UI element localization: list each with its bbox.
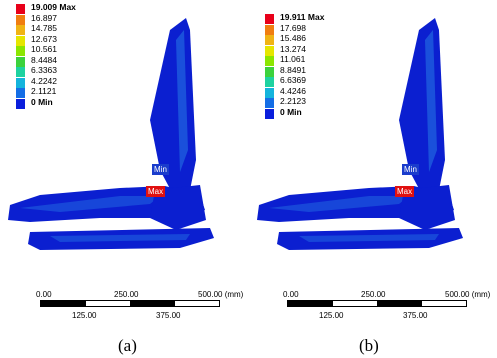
legend-max-label: 19.911 Max bbox=[280, 12, 325, 22]
probe-min-tag: Min bbox=[152, 164, 169, 175]
legend-level-label: 2.2123 bbox=[280, 96, 306, 106]
scale-bar: 0.00 250.00 500.00 (mm) 125.00 375.00 bbox=[283, 290, 493, 330]
panel-b: 19.911 Max 17.698 15.486 13.274 11.061 8… bbox=[249, 0, 497, 358]
legend-swatch bbox=[265, 56, 274, 66]
scale-bar-segments bbox=[40, 300, 220, 307]
legend-level-label: 8.8491 bbox=[280, 64, 306, 75]
scale-tick-label: 375.00 bbox=[156, 311, 181, 320]
probe-min-tag: Min bbox=[402, 164, 419, 175]
legend-swatch bbox=[265, 14, 274, 24]
legend-level-label: 16.897 bbox=[31, 12, 57, 23]
scale-bar-segments bbox=[287, 300, 467, 307]
legend-level-label: 17.698 bbox=[280, 22, 306, 33]
scale-tick-label: 0.00 bbox=[36, 290, 52, 299]
legend-max-label: 19.009 Max bbox=[31, 2, 76, 12]
legend-level-label: 6.3363 bbox=[31, 65, 57, 75]
legend-swatch bbox=[16, 56, 25, 67]
scale-tick-label: 125.00 bbox=[72, 311, 97, 320]
scale-bar: 0.00 250.00 500.00 (mm) 125.00 375.00 bbox=[36, 290, 246, 330]
legend-level-label: 8.4484 bbox=[31, 54, 57, 65]
scale-tick-label: 250.00 bbox=[361, 290, 386, 299]
legend-level-label: 11.061 bbox=[280, 54, 306, 64]
legend-swatch bbox=[16, 98, 25, 109]
scale-tick-label: 0.00 bbox=[283, 290, 299, 299]
seat-model bbox=[8, 18, 214, 250]
legend-swatch bbox=[16, 46, 25, 56]
legend-level-label: 4.2242 bbox=[31, 75, 57, 86]
legend-level-label: 4.4246 bbox=[280, 85, 306, 96]
scale-tick-label: 250.00 bbox=[114, 290, 139, 299]
seat-model bbox=[257, 18, 463, 250]
legend-swatch bbox=[265, 45, 274, 56]
legend-swatch bbox=[265, 66, 274, 77]
legend-swatch bbox=[16, 25, 25, 35]
scale-tick-label: 125.00 bbox=[319, 311, 344, 320]
panel-a: 19.009 Max 16.897 14.785 12.673 10.561 8… bbox=[0, 0, 248, 358]
legend-level-label: 15.486 bbox=[280, 33, 306, 43]
probe-max-tag: Max bbox=[146, 186, 166, 197]
legend-swatch bbox=[265, 35, 274, 45]
legend-swatch bbox=[265, 87, 274, 98]
legend-level-label: 13.274 bbox=[280, 43, 306, 54]
legend-swatch bbox=[265, 77, 274, 87]
legend-min-label: 0 Min bbox=[31, 96, 53, 107]
panel-caption: (a) bbox=[118, 336, 137, 355]
panel-caption: (b) bbox=[359, 336, 379, 355]
scale-tick-label: 375.00 bbox=[403, 311, 428, 320]
legend-level-label: 6.6369 bbox=[280, 75, 306, 85]
legend-level-label: 2.1121 bbox=[31, 86, 57, 96]
legend-swatch bbox=[265, 108, 274, 119]
scale-tick-label: 500.00 (mm) bbox=[445, 290, 491, 299]
legend-swatch bbox=[16, 35, 25, 46]
legend-level-label: 12.673 bbox=[31, 33, 57, 44]
legend-min-label: 0 Min bbox=[280, 106, 302, 117]
legend-level-label: 14.785 bbox=[31, 23, 57, 33]
legend-swatch bbox=[16, 14, 25, 25]
legend-swatch bbox=[16, 77, 25, 88]
legend-swatch bbox=[16, 67, 25, 77]
legend-swatch bbox=[265, 24, 274, 35]
probe-max-tag: Max bbox=[395, 186, 415, 197]
scale-tick-label: 500.00 (mm) bbox=[198, 290, 244, 299]
legend-swatch bbox=[265, 98, 274, 108]
legend-swatch bbox=[16, 4, 25, 14]
legend-swatch bbox=[16, 88, 25, 98]
legend-level-label: 10.561 bbox=[31, 44, 57, 54]
